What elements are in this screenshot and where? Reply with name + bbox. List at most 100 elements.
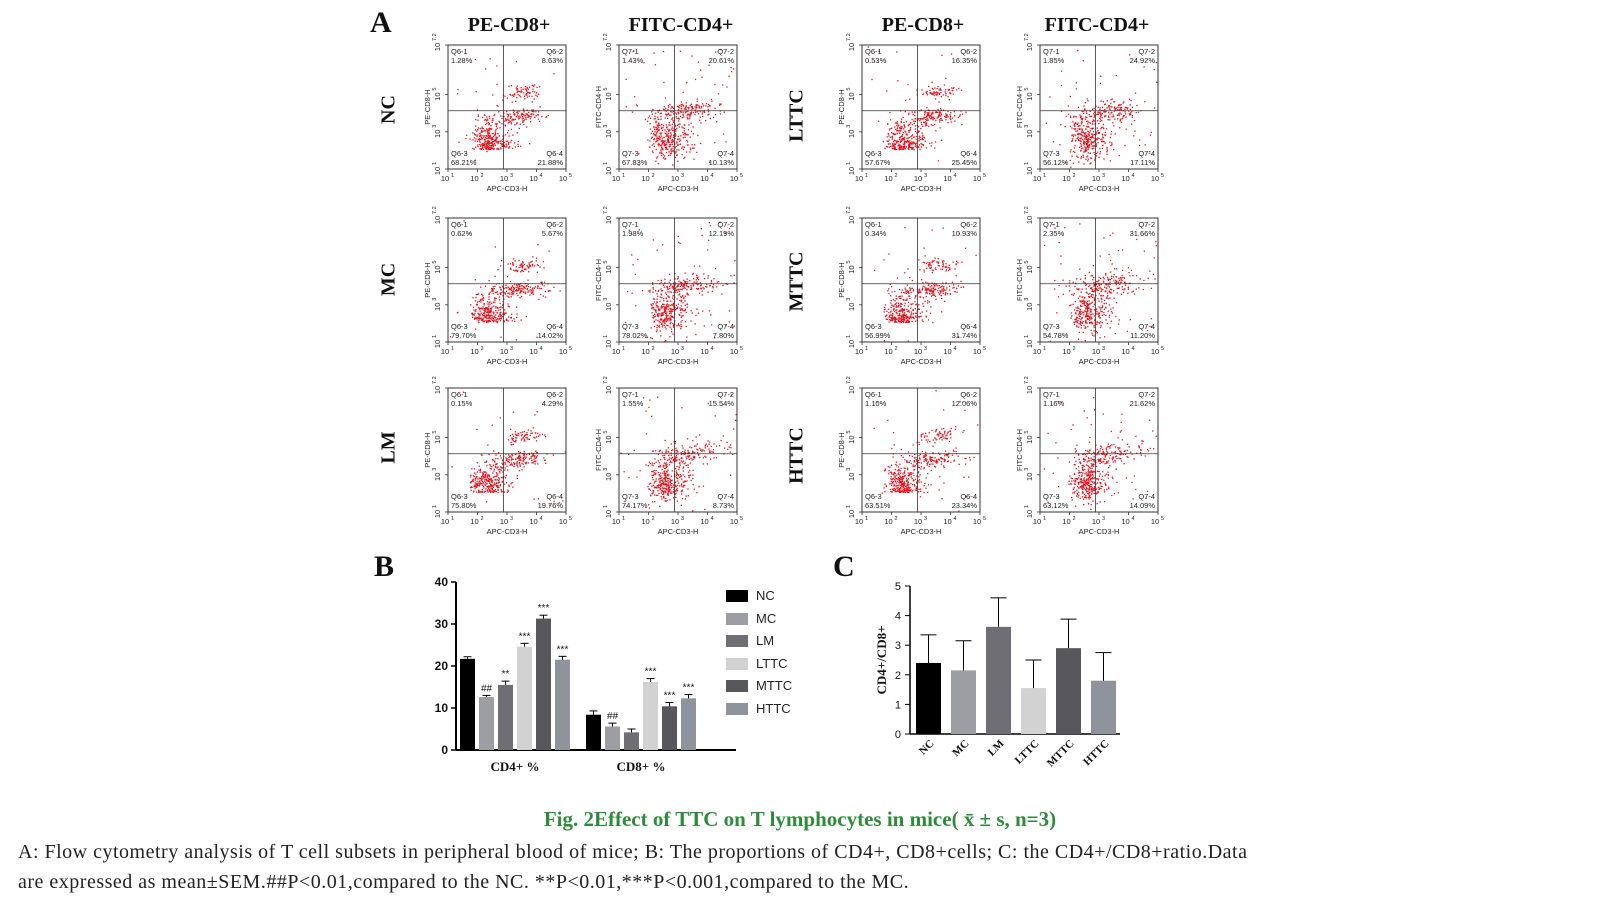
event-dot: [652, 282, 654, 284]
x-tick-label: 10: [700, 347, 708, 356]
event-dot: [500, 306, 502, 308]
event-dot: [924, 140, 926, 142]
event-dot: [919, 136, 921, 138]
event-dot: [944, 294, 946, 296]
event-dot: [935, 111, 938, 113]
event-dot: [672, 120, 674, 122]
event-dot: [925, 123, 927, 125]
event-dot: [1099, 111, 1101, 114]
event-dot: [658, 308, 660, 311]
event-dot: [1091, 147, 1094, 150]
event-dot: [523, 286, 525, 288]
event-dot: [1149, 151, 1151, 153]
event-dot: [956, 89, 958, 91]
event-dot: [908, 320, 911, 322]
row-label-mc: MC: [377, 262, 400, 297]
event-dot: [922, 118, 924, 120]
y-axis-label-group: FITC-CD4-H: [1015, 259, 1024, 301]
quadrant-value-q2: 20.61%: [709, 56, 735, 65]
event-dot: [522, 121, 524, 124]
event-dot: [636, 105, 638, 107]
event-dot: [1085, 322, 1087, 324]
event-dot: [1112, 307, 1114, 309]
quadrant-value-q4: 10.13%: [709, 158, 735, 167]
event-dot: [660, 288, 662, 290]
event-dot: [1105, 128, 1108, 130]
x-tick-exponent: 5: [1161, 173, 1164, 179]
event-dot: [668, 144, 671, 146]
y-tick-label: 10: [433, 265, 442, 273]
event-dot: [516, 464, 518, 466]
quadrant-name-q3: Q7-3: [1043, 149, 1060, 158]
event-dot: [732, 68, 734, 70]
event-dot: [662, 305, 664, 308]
event-dot: [480, 138, 482, 141]
event-dot: [929, 290, 932, 292]
event-dot: [1092, 119, 1094, 121]
event-dot: [510, 268, 512, 270]
event-dot: [1077, 136, 1079, 138]
event-dot: [505, 290, 508, 292]
event-dot: [667, 139, 669, 141]
event-dot: [905, 316, 908, 318]
event-dot: [675, 145, 677, 148]
event-dot: [665, 328, 667, 330]
event-dot: [921, 123, 923, 126]
event-dot: [495, 307, 497, 309]
quadrant-name-q4: Q7-4: [1138, 322, 1155, 331]
event-dot: [1086, 300, 1089, 302]
event-dot: [516, 316, 518, 319]
event-dot: [671, 285, 674, 287]
event-dot: [1147, 277, 1149, 279]
event-dot: [932, 93, 934, 96]
event-dot: [494, 301, 496, 303]
x-tick-label: 10: [1092, 347, 1100, 356]
event-dot: [500, 467, 502, 469]
event-dot: [654, 117, 657, 120]
event-dot: [479, 471, 481, 473]
event-dot: [695, 111, 697, 113]
event-dot: [1080, 310, 1082, 313]
event-dot: [499, 484, 502, 486]
event-dot: [718, 281, 720, 283]
event-dot: [484, 461, 486, 463]
event-dot: [653, 52, 655, 54]
event-dot: [476, 140, 479, 142]
event-dot: [950, 93, 952, 95]
event-dot: [504, 120, 506, 122]
event-dot: [685, 284, 688, 286]
event-dot: [1085, 143, 1088, 146]
event-dot: [631, 254, 633, 256]
event-dot: [932, 112, 934, 114]
event-dot: [1092, 123, 1094, 125]
y-tick-group: 107.2: [1024, 206, 1034, 224]
event-dot: [493, 114, 495, 117]
event-dot: [724, 232, 726, 234]
event-dot: [533, 98, 535, 100]
event-dot: [1097, 289, 1099, 292]
event-dot: [906, 137, 908, 139]
event-dot: [887, 143, 890, 145]
event-dot: [917, 146, 920, 148]
event-dot: [1088, 144, 1090, 146]
event-dot: [903, 124, 905, 126]
event-dot: [533, 459, 535, 461]
event-dot: [501, 145, 503, 147]
quadrant-name-q1: Q7-1: [622, 220, 639, 229]
event-dot: [503, 321, 505, 323]
event-dot: [490, 148, 492, 150]
event-dot: [1111, 98, 1113, 100]
event-dot: [505, 117, 507, 120]
event-dot: [660, 115, 662, 118]
event-dot: [1139, 278, 1141, 280]
event-dot: [1083, 304, 1086, 306]
event-dot: [505, 474, 507, 477]
event-dot: [1058, 284, 1060, 287]
event-dot: [529, 92, 531, 94]
event-dot: [904, 305, 906, 307]
event-dot: [922, 125, 924, 127]
event-dot: [947, 269, 950, 272]
event-dot: [477, 127, 479, 129]
event-dot: [1118, 155, 1120, 157]
event-dot: [1065, 115, 1067, 117]
